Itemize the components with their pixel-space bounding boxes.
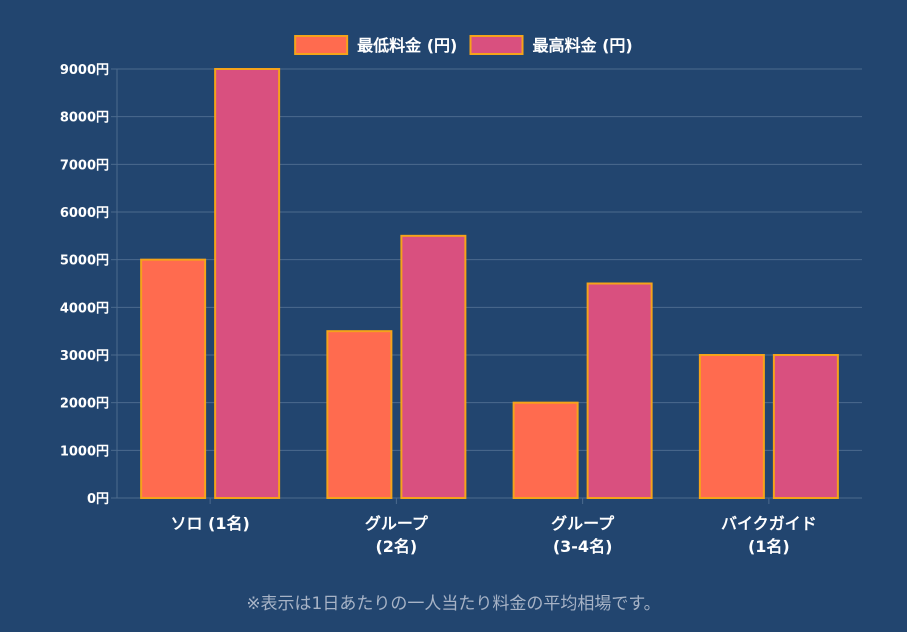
y-tick-label: 6000円 <box>60 206 109 221</box>
y-tick-label: 7000円 <box>60 158 109 173</box>
bar[interactable] <box>326 330 393 499</box>
bar[interactable] <box>140 258 207 499</box>
x-tick-label: グループ <box>551 514 615 533</box>
y-tick-label: 3000円 <box>60 349 109 364</box>
legend-swatch[interactable] <box>294 35 349 55</box>
y-tick-label: 0円 <box>87 492 109 507</box>
y-tick-label: 2000円 <box>60 397 109 412</box>
y-tick-label: 4000円 <box>60 301 109 316</box>
bar[interactable] <box>772 354 839 499</box>
x-tick-label: グループ <box>365 514 429 533</box>
x-tick-label: ソロ (1名) <box>170 514 249 533</box>
bar[interactable] <box>586 282 653 499</box>
bar[interactable] <box>512 401 579 499</box>
y-tick-label: 8000円 <box>60 111 109 126</box>
x-tick-label: (2名) <box>375 537 417 556</box>
y-tick-label: 5000円 <box>60 254 109 269</box>
bar[interactable] <box>698 354 765 499</box>
x-tick-label: (1名) <box>748 537 790 556</box>
bar[interactable] <box>214 68 281 499</box>
x-tick-label: バイクガイド <box>721 514 817 533</box>
y-tick-label: 9000円 <box>60 63 109 78</box>
x-tick-label: (3-4名) <box>553 537 613 556</box>
y-tick-label: 1000円 <box>60 444 109 459</box>
legend-label[interactable]: 最高料金 (円) <box>533 36 633 55</box>
legend-label[interactable]: 最低料金 (円) <box>357 36 457 55</box>
bar[interactable] <box>400 234 467 499</box>
footnote: ※表示は1日あたりの一人当たり料金の平均相場です。 <box>246 594 661 614</box>
legend-swatch[interactable] <box>469 35 524 55</box>
